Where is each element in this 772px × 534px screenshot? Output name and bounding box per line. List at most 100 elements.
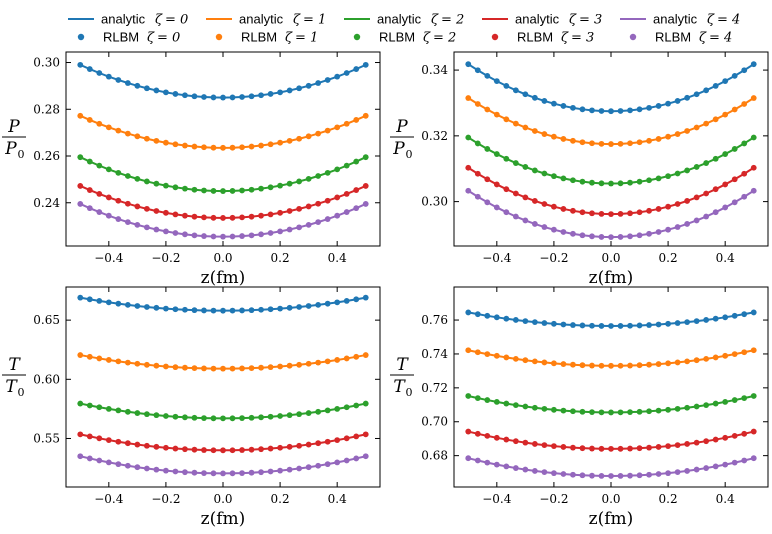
- rlbm-point: [305, 441, 312, 448]
- rlbm-point: [503, 463, 510, 470]
- rlbm-point: [493, 434, 500, 441]
- rlbm-point: [86, 353, 93, 360]
- x-tick-label: 0.0: [213, 251, 232, 265]
- rlbm-point: [541, 469, 548, 476]
- x-tick-label: 0.4: [328, 251, 347, 265]
- panel-bottom-right: −0.4 −0.2 0.0 0.2 0.4 0.68 0.70 0.72 0.74 0.76 z(f…: [390, 286, 769, 529]
- rlbm-point: [474, 67, 481, 74]
- rlbm-point: [286, 208, 293, 214]
- rlbm-point: [665, 443, 671, 449]
- rlbm-point: [334, 405, 341, 412]
- rlbm-point: [153, 362, 160, 369]
- rlbm-point: [86, 205, 93, 212]
- rlbm-point: [551, 443, 557, 449]
- rlbm-point: [334, 357, 341, 363]
- rlbm-point: [484, 72, 491, 79]
- rlbm-point: [579, 209, 586, 216]
- rlbm-point: [617, 323, 624, 329]
- rlbm-point: [731, 397, 738, 403]
- x-tick-label: −0.2: [539, 492, 568, 506]
- rlbm-point: [163, 467, 169, 474]
- y-axis-label: PP 0: [390, 117, 414, 161]
- rlbm-point: [143, 304, 150, 310]
- rlbm-point: [465, 428, 472, 435]
- rlbm-point: [741, 193, 748, 200]
- rlbm-point: [86, 455, 93, 462]
- rlbm-point: [134, 360, 141, 367]
- rlbm-point: [315, 440, 322, 447]
- rlbm-point: [589, 179, 595, 186]
- rlbm-point: [693, 194, 700, 201]
- rlbm-point: [551, 133, 557, 140]
- rlbm-point: [627, 107, 633, 114]
- legend-zeta-symbol: ζ: [431, 13, 439, 28]
- rlbm-point: [655, 321, 662, 328]
- rlbm-point: [512, 190, 519, 197]
- y-label-denominator: P: [392, 139, 405, 159]
- rlbm-point: [589, 445, 595, 452]
- rlbm-point: [693, 318, 700, 324]
- rlbm-point: [191, 143, 198, 150]
- rlbm-point: [182, 185, 188, 192]
- rlbm-point: [703, 87, 710, 94]
- y-axis-label: PP 0: [2, 117, 26, 161]
- rlbm-point: [703, 465, 710, 471]
- rlbm-point: [362, 154, 369, 161]
- rlbm-point: [493, 204, 500, 211]
- legend-entry-analytic-1: analytic ζ = 1: [206, 12, 326, 28]
- rlbm-point: [239, 214, 245, 221]
- rlbm-point: [343, 355, 350, 362]
- rlbm-point: [731, 459, 738, 466]
- rlbm-point: [750, 134, 757, 141]
- rlbm-point: [210, 447, 217, 454]
- rlbm-point: [627, 409, 633, 416]
- x-tick-label: 0.4: [716, 492, 735, 506]
- rlbm-point: [353, 353, 360, 360]
- rlbm-point: [570, 177, 576, 184]
- y-label-denominator-sub: 0: [406, 386, 413, 399]
- legend-entry-analytic-2: analytic ζ = 2: [344, 12, 464, 28]
- rlbm-point: [220, 94, 226, 101]
- rlbm-point: [636, 178, 643, 185]
- rlbm-point: [503, 116, 510, 123]
- legend-label: analytic: [515, 12, 560, 27]
- rlbm-point: [551, 406, 557, 413]
- rlbm-point: [229, 470, 236, 477]
- rlbm-point: [77, 294, 84, 301]
- y-label-numerator: T: [396, 355, 409, 375]
- rlbm-point: [551, 320, 557, 327]
- rlbm-point: [172, 364, 179, 371]
- y-label-denominator: P: [4, 139, 17, 159]
- rlbm-point: [589, 140, 595, 147]
- rlbm-point: [674, 131, 681, 137]
- rlbm-point: [646, 361, 652, 368]
- rlbm-point: [220, 365, 226, 372]
- rlbm-point: [229, 365, 236, 372]
- rlbm-point: [703, 317, 710, 323]
- series-3: [77, 431, 369, 454]
- rlbm-point: [712, 315, 719, 322]
- rlbm-point: [712, 155, 719, 162]
- rlbm-point: [210, 214, 217, 221]
- x-tick-label: −0.4: [482, 492, 512, 506]
- rlbm-point: [315, 80, 322, 86]
- rlbm-point: [646, 322, 652, 328]
- rlbm-point: [722, 314, 729, 321]
- rlbm-point: [86, 158, 93, 165]
- rlbm-point: [143, 205, 150, 212]
- rlbm-point: [750, 347, 757, 354]
- rlbm-point: [522, 194, 529, 201]
- rlbm-point: [531, 319, 538, 326]
- rlbm-point: [665, 470, 671, 477]
- rlbm-point: [163, 363, 169, 370]
- rlbm-point: [722, 399, 729, 405]
- rlbm-point: [239, 94, 245, 100]
- legend-label: analytic: [653, 12, 698, 27]
- panel-bottom-left: −0.4 −0.2 0.0 0.2 0.40.550.600.65z(fm)TT 0: [2, 286, 381, 529]
- rlbm-point: [512, 120, 519, 127]
- rlbm-point: [465, 393, 472, 399]
- rlbm-point: [731, 199, 738, 206]
- legend-label: analytic: [101, 12, 146, 27]
- rlbm-point: [674, 98, 681, 104]
- rlbm-point: [503, 186, 510, 193]
